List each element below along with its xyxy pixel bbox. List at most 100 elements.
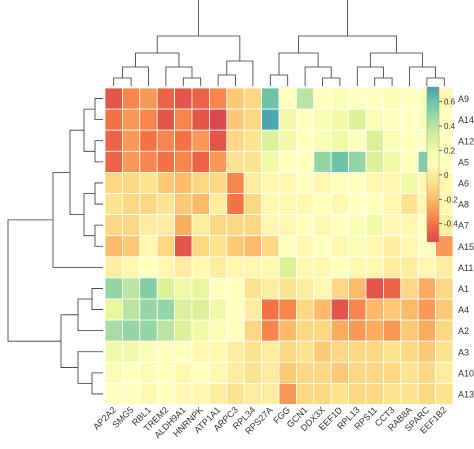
- heatmap-cell-A9-SMG5: [122, 87, 141, 110]
- heatmap-cell-A6-GCN1: [295, 171, 315, 194]
- heatmap-cell-A12-ALDH9A1: [174, 129, 193, 152]
- heatmap-cell-A11-SPARC: [417, 256, 437, 279]
- column-dendrogram: [113, 0, 445, 86]
- heatmap-cell-A4-GCN1: [295, 298, 315, 321]
- heatmap-cell-A8-FGG: [278, 193, 297, 216]
- heatmap-cell-A12-SMG5: [122, 129, 141, 152]
- row-label-A11: A11: [458, 263, 473, 273]
- heatmap-cell-A5-EEF1D: [330, 150, 350, 173]
- column-dendrogram-branch: [156, 35, 241, 61]
- heatmap-cell-A8-SMG5: [122, 193, 141, 216]
- heatmap-cell-A1-EEF1D: [330, 277, 350, 300]
- heatmap-cell-A7-DDX3X: [313, 214, 332, 237]
- heatmap-cell-A2-ATP1A1: [208, 319, 228, 342]
- column-dendrogram-branch: [122, 66, 149, 86]
- heatmap-cell-A8-ATP1A1: [208, 193, 228, 216]
- heatmap-cell-A7-RBL1: [139, 214, 158, 237]
- heatmap-cell-A15-RPL34: [243, 235, 262, 258]
- heatmap-cell-A7-CCT3: [382, 214, 402, 237]
- heatmap-cell-A4-ARPC3: [226, 298, 245, 321]
- heatmap-cell-A6-FGG: [278, 171, 297, 194]
- heatmap-cell-A2-TREM2: [156, 319, 175, 342]
- heatmap-cell-A10-RPS27A: [261, 361, 280, 384]
- heatmap-cell-A6-SMG5: [122, 171, 141, 194]
- heatmap-cell-A9-GCN1: [295, 87, 315, 110]
- column-dendrogram-branch: [374, 77, 393, 86]
- heatmap-cell-A11-ARPC3: [226, 256, 245, 279]
- heatmap-cell-A6-DDX3X: [313, 171, 332, 194]
- row-dendrogram-branch: [91, 288, 103, 310]
- heatmap-cell-A14-RBL1: [139, 108, 158, 131]
- heatmap-cell-A1-SMG5: [122, 277, 141, 300]
- heatmap-cell-A1-ALDH9A1: [174, 277, 193, 300]
- heatmap-cell-A8-CCT3: [382, 193, 402, 216]
- heatmap-cell-A9-RBL1: [139, 87, 158, 110]
- heatmap-cell-A10-CCT3: [382, 361, 402, 384]
- heatmap-cell-A1-FGG: [278, 277, 297, 300]
- heatmap-cell-A4-ALDH9A1: [174, 298, 193, 321]
- heatmap-cell-A9-HNRNPK: [191, 87, 210, 110]
- heatmap-cell-A9-RPS27A: [261, 87, 280, 110]
- heatmap-cell-A4-RPL34: [243, 298, 262, 321]
- colorbar-tick-label: 0.2: [444, 146, 456, 155]
- heatmap-cell-A6-HNRNPK: [191, 171, 210, 194]
- row-label-A6: A6: [458, 178, 469, 188]
- heatmap-cell-A5-RPS27A: [261, 150, 280, 173]
- heatmap-cell-A10-RBL1: [139, 361, 158, 384]
- heatmap-cell-A1-RPS27A: [261, 277, 280, 300]
- heatmap-cell-A1-AP2A2: [104, 277, 123, 300]
- heatmap-cell-A12-RBL1: [139, 129, 158, 152]
- heatmap-cell-A1-SPARC: [417, 277, 437, 300]
- heatmap-cell-A15-ARPC3: [226, 235, 245, 258]
- heatmap-cell-A14-DDX3X: [313, 108, 332, 131]
- heatmap-cell-A8-RPL13: [348, 193, 367, 216]
- heatmap-cell-A2-HNRNPK: [191, 319, 210, 342]
- heatmap-cell-A13-RPS11: [365, 382, 384, 405]
- heatmap-cell-A13-ALDH9A1: [174, 382, 193, 405]
- heatmap-cell-A15-DDX3X: [313, 235, 332, 258]
- heatmap-cell-A4-RPS11: [365, 298, 384, 321]
- heatmap-cell-A6-ARPC3: [226, 171, 245, 194]
- heatmap-cell-A15-TREM2: [156, 235, 175, 258]
- heatmap-cell-A1-RBL1: [139, 277, 158, 300]
- heatmap-cell-A2-EEF1B2: [435, 319, 454, 342]
- heatmap-cell-A3-CCT3: [382, 340, 402, 363]
- column-dendrogram-branch: [409, 66, 436, 86]
- heatmap-cell-A14-ARPC3: [226, 108, 245, 131]
- heatmap-cell-A1-HNRNPK: [191, 277, 210, 300]
- heatmap-cell-A14-RPL34: [243, 108, 262, 131]
- heatmap-cell-A10-GCN1: [295, 361, 315, 384]
- heatmap-cell-A7-ARPC3: [226, 214, 245, 237]
- heatmap-cell-A2-SPARC: [417, 319, 437, 342]
- heatmap-cell-A2-AP2A2: [104, 319, 123, 342]
- row-label-A2: A2: [458, 326, 469, 336]
- heatmap-cell-A12-ARPC3: [226, 129, 245, 152]
- heatmap-cell-A11-HNRNPK: [191, 256, 210, 279]
- heatmap-cell-A3-EEF1D: [330, 340, 350, 363]
- heatmap-cell-A13-ARPC3: [226, 382, 245, 405]
- heatmap-cell-A10-DDX3X: [313, 361, 332, 384]
- row-dendrogram-branch: [52, 172, 103, 268]
- column-dendrogram-branch: [217, 74, 236, 86]
- heatmap-cell-A10-EEF1B2: [435, 361, 454, 384]
- row-label-A15: A15: [458, 242, 474, 252]
- colorbar-tick-label: -0.4: [444, 220, 458, 229]
- heatmap-cell-A13-RAB8A: [400, 382, 419, 405]
- heatmap-cell-A15-AP2A2: [104, 235, 123, 258]
- heatmap-cell-A14-AP2A2: [104, 108, 123, 131]
- heatmap-cell-A15-ALDH9A1: [174, 235, 193, 258]
- heatmap-cell-A7-RPS27A: [261, 214, 280, 237]
- heatmap-cell-A5-ARPC3: [226, 150, 245, 173]
- heatmap-cell-A1-DDX3X: [313, 277, 332, 300]
- heatmap-cell-A8-ARPC3: [226, 193, 245, 216]
- heatmap-cell-A9-RPL13: [348, 87, 367, 110]
- heatmap-cell-A7-RAB8A: [400, 214, 419, 237]
- row-label-A5: A5: [458, 157, 469, 167]
- row-dendrogram-branch: [69, 129, 84, 215]
- heatmap-cell-A11-DDX3X: [313, 256, 332, 279]
- heatmap-cell-A13-RPS27A: [261, 382, 280, 405]
- heatmap-cell-A12-CCT3: [382, 129, 402, 152]
- heatmap-cell-A10-RAB8A: [400, 361, 419, 384]
- heatmap-cell-A12-TREM2: [156, 129, 175, 152]
- heatmap-cell-A4-ATP1A1: [208, 298, 228, 321]
